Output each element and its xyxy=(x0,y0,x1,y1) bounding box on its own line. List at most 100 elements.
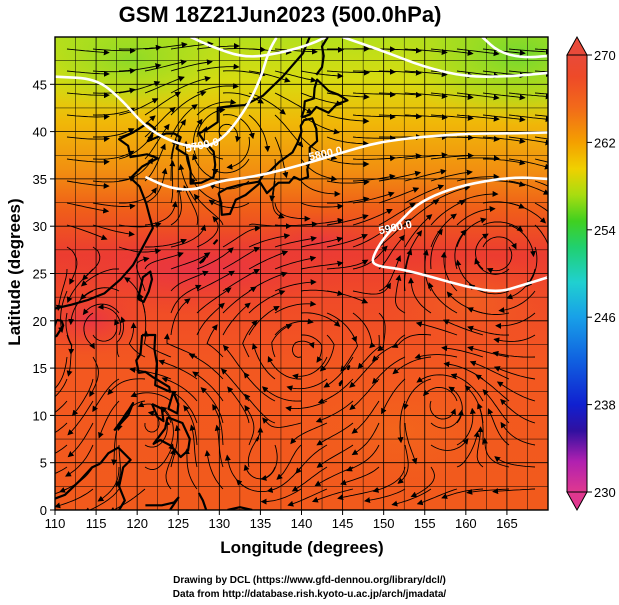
streamline xyxy=(482,92,526,101)
streamline xyxy=(66,224,108,241)
streamline xyxy=(493,334,536,344)
streamline xyxy=(66,268,94,304)
streamline xyxy=(144,167,168,204)
streamline xyxy=(508,180,548,195)
streamline xyxy=(247,426,264,468)
streamline xyxy=(272,180,285,219)
streamline xyxy=(170,424,181,468)
streamline xyxy=(469,360,510,380)
streamline xyxy=(55,356,68,395)
streamline xyxy=(97,303,122,336)
streamline xyxy=(352,208,393,226)
streamline xyxy=(66,246,78,285)
credit-drawing: Drawing by DCL (https://www.gfd-dennou.o… xyxy=(173,575,446,586)
streamline xyxy=(301,334,323,363)
streamline xyxy=(261,386,302,402)
streamline xyxy=(300,70,344,79)
streamline xyxy=(315,400,354,423)
streamline xyxy=(481,437,510,468)
streamline xyxy=(92,67,136,74)
streamline xyxy=(115,444,122,488)
streamline xyxy=(226,136,250,170)
streamline xyxy=(456,70,500,79)
streamline xyxy=(290,422,328,445)
streamline xyxy=(456,173,500,182)
streamline xyxy=(456,135,500,142)
coastline xyxy=(113,402,135,432)
longitude-ticks: 110 115 120 125 130 135 140 145 150 155 160 165 xyxy=(45,510,518,531)
colorbar-scale xyxy=(566,54,588,493)
streamline xyxy=(300,236,344,248)
streamline xyxy=(55,268,68,311)
streamline xyxy=(145,238,187,248)
streamline xyxy=(204,450,224,490)
x-tick-label: 155 xyxy=(414,516,436,531)
streamline xyxy=(404,184,445,204)
streamline xyxy=(534,136,548,140)
streamline xyxy=(430,228,443,270)
streamline xyxy=(182,140,198,182)
streamline xyxy=(378,187,420,204)
streamline xyxy=(291,466,328,492)
y-tick-label: 30 xyxy=(33,219,47,234)
streamline xyxy=(170,284,202,314)
streamline xyxy=(183,184,199,226)
streamline xyxy=(144,41,188,50)
streamline xyxy=(467,307,510,315)
streamline xyxy=(196,43,240,50)
y-axis-label: Latitude (degrees) xyxy=(5,198,24,346)
streamline xyxy=(326,290,369,304)
streamline xyxy=(456,48,500,57)
coastline xyxy=(300,78,349,119)
streamline xyxy=(534,92,548,95)
coastline xyxy=(152,416,191,459)
streamline xyxy=(534,158,548,163)
streamline xyxy=(397,444,409,484)
height-contours xyxy=(55,37,548,293)
streamline xyxy=(482,136,526,144)
streamline xyxy=(323,356,354,388)
streamline xyxy=(526,246,538,288)
streamline xyxy=(450,373,484,402)
streamline xyxy=(508,48,548,55)
y-tick-label: 10 xyxy=(33,408,47,423)
streamline xyxy=(67,422,94,458)
streamline xyxy=(274,279,317,292)
streamline xyxy=(118,98,159,116)
streamline xyxy=(349,356,380,388)
streamline xyxy=(534,224,548,246)
streamline xyxy=(326,92,370,100)
streamline xyxy=(378,91,422,98)
streamline xyxy=(326,69,370,76)
streamline xyxy=(144,251,184,270)
streamline xyxy=(441,488,484,499)
streamline xyxy=(55,444,68,454)
streamline xyxy=(352,191,395,204)
streamline xyxy=(274,318,314,336)
coastline xyxy=(55,318,65,338)
streamline xyxy=(71,378,94,417)
streamline xyxy=(260,488,302,505)
y-tick-label: 5 xyxy=(40,456,47,471)
streamline xyxy=(493,366,536,380)
streamline xyxy=(300,202,344,210)
streamline xyxy=(316,444,354,468)
colorbar-tick-label: 246 xyxy=(594,310,616,325)
streamline xyxy=(378,218,412,248)
streamline xyxy=(248,306,280,336)
y-tick-label: 40 xyxy=(33,125,47,140)
streamline xyxy=(144,123,170,160)
streamline xyxy=(448,386,463,424)
streamline xyxy=(494,456,536,468)
streamline xyxy=(395,274,406,314)
streamline xyxy=(482,48,526,56)
streamline xyxy=(222,225,261,248)
streamline xyxy=(66,92,110,99)
streamline xyxy=(244,404,255,446)
streamline xyxy=(66,70,110,77)
streamline xyxy=(378,255,401,292)
streamline xyxy=(352,113,396,120)
streamline xyxy=(430,185,471,204)
streamline xyxy=(467,325,510,336)
streamline xyxy=(441,345,484,358)
